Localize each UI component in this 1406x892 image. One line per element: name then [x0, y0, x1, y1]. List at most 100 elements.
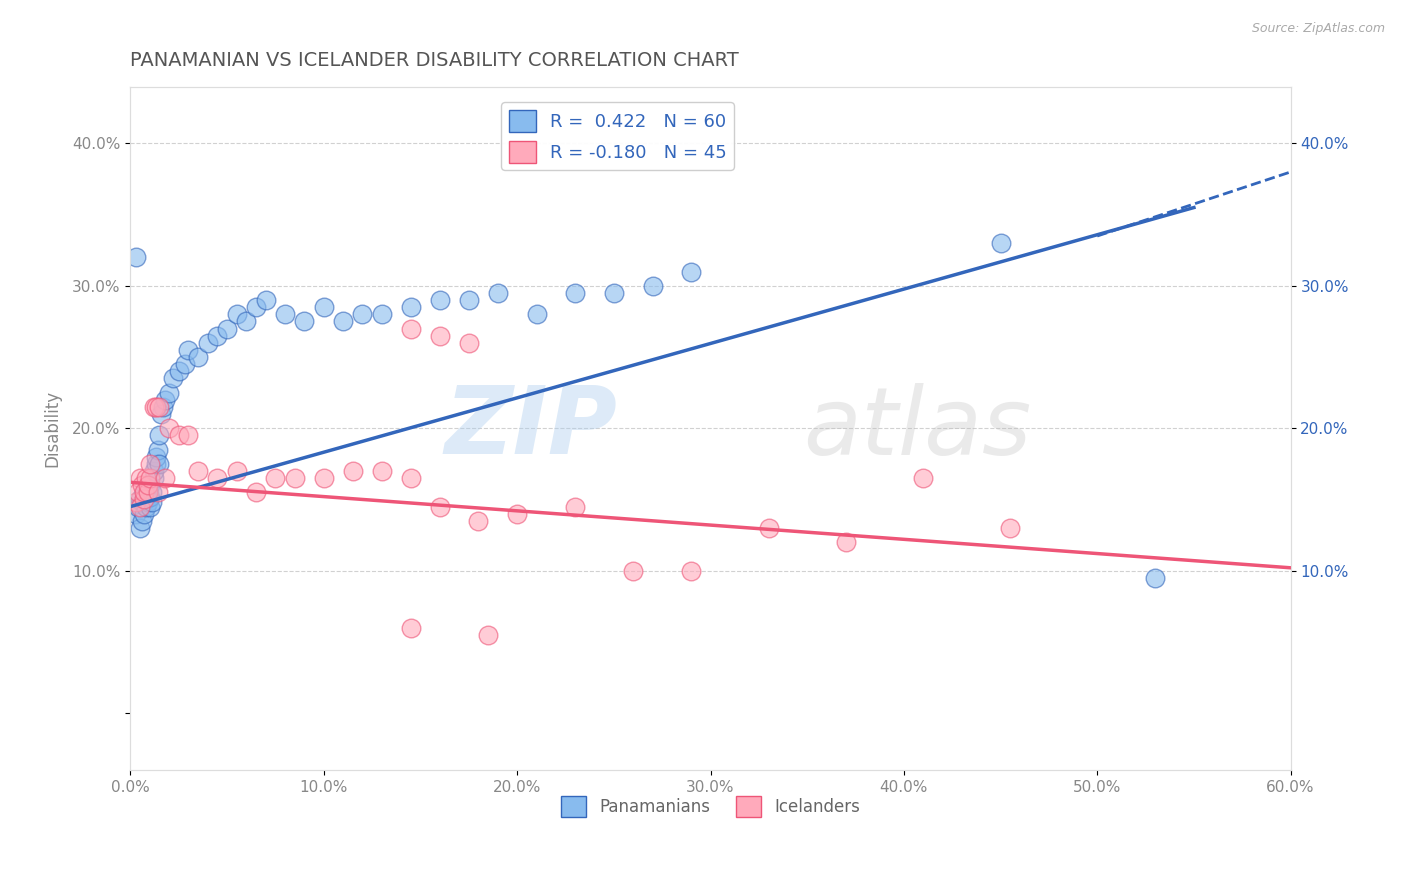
Point: [145, 400, 167, 414]
Point: [564, 500, 586, 514]
Point: [136, 481, 159, 495]
Point: [187, 350, 209, 364]
Point: [132, 485, 155, 500]
Point: [477, 628, 499, 642]
Point: [187, 464, 209, 478]
Point: [129, 471, 152, 485]
Point: [1000, 521, 1022, 535]
Point: [132, 492, 155, 507]
Point: [352, 307, 374, 321]
Point: [131, 478, 153, 492]
Point: [136, 478, 159, 492]
Point: [148, 428, 170, 442]
Point: [157, 385, 180, 400]
Point: [157, 421, 180, 435]
Point: [141, 485, 163, 500]
Point: [467, 514, 489, 528]
Point: [155, 471, 177, 485]
Point: [371, 307, 394, 321]
Point: [399, 621, 422, 635]
Point: [621, 564, 644, 578]
Point: [457, 293, 479, 307]
Point: [129, 492, 152, 507]
Point: [758, 521, 780, 535]
Point: [506, 507, 529, 521]
Point: [681, 564, 703, 578]
Point: [131, 514, 153, 528]
Point: [162, 371, 184, 385]
Point: [332, 314, 354, 328]
Point: [139, 471, 162, 485]
Point: [142, 464, 165, 478]
Point: [294, 314, 316, 328]
Point: [127, 500, 149, 514]
Point: [167, 364, 190, 378]
Point: [136, 495, 159, 509]
Point: [135, 485, 157, 500]
Point: [284, 471, 307, 485]
Point: [131, 495, 153, 509]
Point: [146, 485, 169, 500]
Point: [486, 285, 509, 300]
Point: [197, 335, 219, 350]
Point: [173, 357, 195, 371]
Point: [177, 428, 200, 442]
Point: [235, 314, 257, 328]
Point: [564, 285, 586, 300]
Text: Source: ZipAtlas.com: Source: ZipAtlas.com: [1251, 22, 1385, 36]
Point: [129, 521, 152, 535]
Point: [225, 307, 247, 321]
Point: [125, 507, 148, 521]
Point: [150, 407, 173, 421]
Point: [312, 471, 335, 485]
Point: [274, 307, 297, 321]
Point: [526, 307, 548, 321]
Point: [125, 251, 148, 265]
Point: [142, 471, 165, 485]
Point: [139, 490, 162, 504]
Text: atlas: atlas: [803, 383, 1032, 474]
Point: [457, 335, 479, 350]
Point: [264, 471, 287, 485]
Point: [145, 450, 167, 464]
Point: [145, 457, 167, 471]
Point: [429, 500, 451, 514]
Point: [155, 392, 177, 407]
Point: [225, 464, 247, 478]
Point: [139, 457, 162, 471]
Point: [641, 278, 664, 293]
Point: [142, 400, 165, 414]
Point: [912, 471, 935, 485]
Point: [127, 485, 149, 500]
Point: [245, 300, 267, 314]
Point: [399, 471, 422, 485]
Point: [603, 285, 626, 300]
Point: [125, 495, 148, 509]
Point: [135, 500, 157, 514]
Point: [1144, 571, 1167, 585]
Point: [312, 300, 335, 314]
Point: [132, 485, 155, 500]
Text: ZIP: ZIP: [444, 383, 617, 475]
Point: [207, 471, 229, 485]
Text: PANAMANIAN VS ICELANDER DISABILITY CORRELATION CHART: PANAMANIAN VS ICELANDER DISABILITY CORRE…: [131, 51, 740, 70]
Point: [148, 457, 170, 471]
Point: [371, 464, 394, 478]
Point: [990, 236, 1012, 251]
Point: [132, 507, 155, 521]
Point: [139, 478, 162, 492]
Point: [177, 343, 200, 357]
Point: [399, 321, 422, 335]
Point: [217, 321, 239, 335]
Point: [152, 400, 174, 414]
Point: [429, 328, 451, 343]
Point: [148, 400, 170, 414]
Point: [135, 492, 157, 507]
Point: [254, 293, 277, 307]
Point: [136, 490, 159, 504]
Point: [681, 265, 703, 279]
Point: [207, 328, 229, 343]
Point: [136, 485, 159, 500]
Point: [342, 464, 364, 478]
Point: [141, 495, 163, 509]
